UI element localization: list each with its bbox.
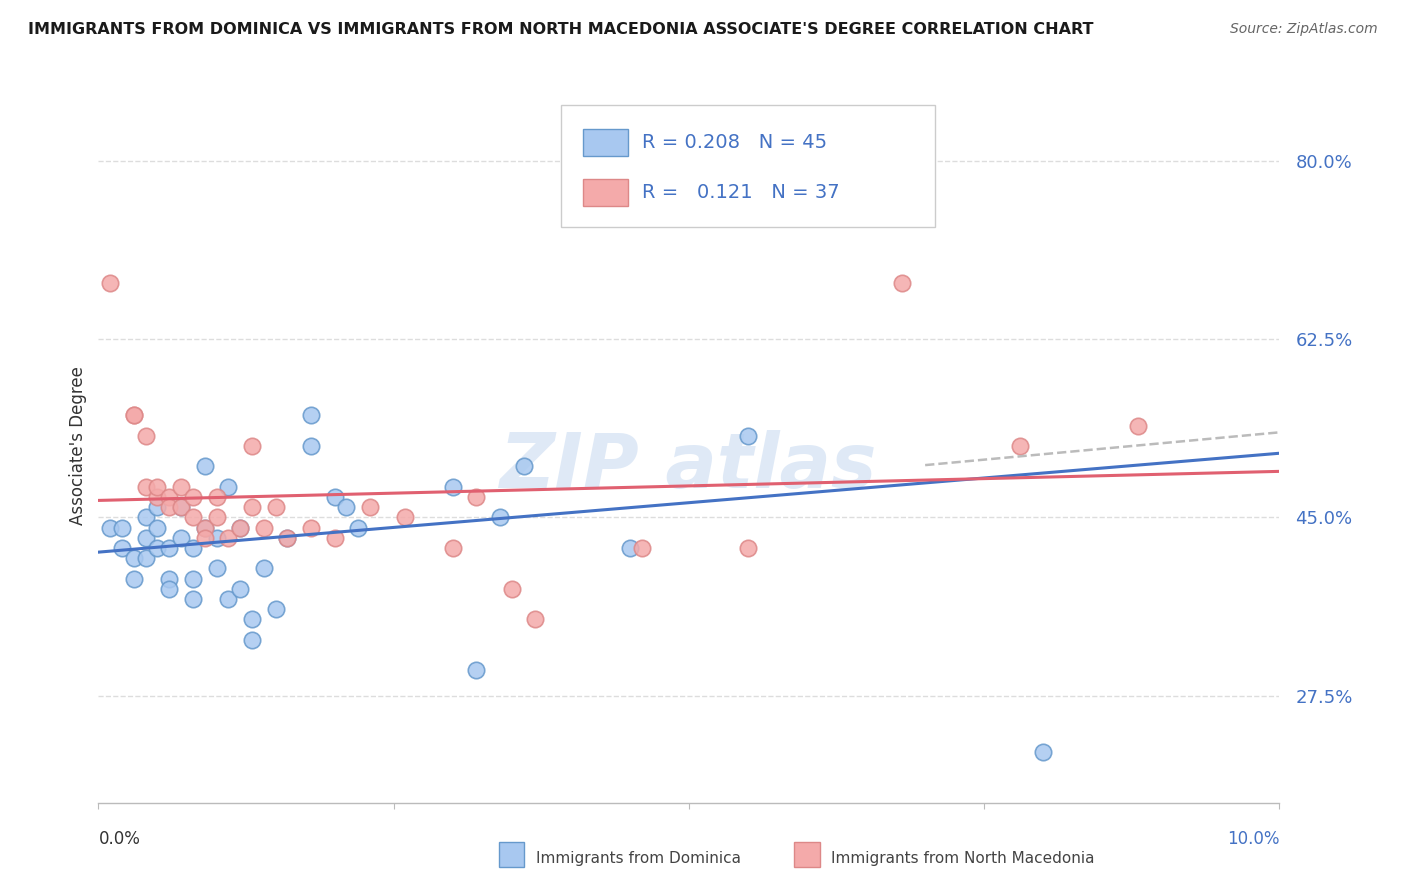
Point [98,276,121,290]
Point [181,490,204,504]
Point [501,582,523,596]
Text: R =   0.121   N = 37: R = 0.121 N = 37 [641,183,839,202]
Point [205,490,228,504]
Point [299,520,322,534]
Point [737,541,759,555]
Point [323,531,346,545]
Point [441,541,464,555]
Point [194,531,217,545]
FancyBboxPatch shape [582,129,627,156]
Point [229,520,252,534]
Text: Immigrants from Dominica: Immigrants from Dominica [536,851,741,865]
Point [217,480,239,494]
Point [205,531,228,545]
Point [122,409,145,423]
Point [1126,418,1149,433]
Point [135,531,157,545]
Point [146,520,169,534]
Point [135,429,157,443]
Point [194,459,217,474]
Point [146,500,169,515]
Point [170,480,193,494]
Point [181,572,204,586]
FancyBboxPatch shape [561,105,935,227]
Point [264,500,287,515]
Point [135,480,157,494]
Point [253,561,276,575]
Point [890,276,912,290]
Point [347,520,370,534]
Point [299,439,322,453]
Point [157,582,180,596]
Point [146,490,169,504]
Text: Immigrants from North Macedonia: Immigrants from North Macedonia [831,851,1094,865]
Point [619,541,641,555]
Point [253,520,276,534]
Point [276,531,298,545]
Point [181,541,204,555]
Point [98,520,121,534]
FancyBboxPatch shape [582,179,627,206]
Point [170,500,193,515]
Point [170,500,193,515]
Point [135,510,157,524]
Point [630,541,652,555]
Point [229,582,252,596]
Text: IMMIGRANTS FROM DOMINICA VS IMMIGRANTS FROM NORTH MACEDONIA ASSOCIATE'S DEGREE C: IMMIGRANTS FROM DOMINICA VS IMMIGRANTS F… [28,22,1094,37]
Point [194,520,217,534]
Point [217,591,239,606]
Point [512,459,534,474]
Text: Source: ZipAtlas.com: Source: ZipAtlas.com [1230,22,1378,37]
Point [111,520,134,534]
Point [879,153,901,168]
Text: R = 0.208   N = 45: R = 0.208 N = 45 [641,133,827,153]
Text: 0.0%: 0.0% [98,830,141,847]
Point [394,510,416,524]
Point [335,500,357,515]
Text: ZIP atlas: ZIP atlas [501,431,877,504]
Point [194,520,217,534]
Point [181,510,204,524]
Point [465,490,488,504]
Point [170,531,193,545]
Point [205,510,228,524]
Point [524,612,547,626]
Point [240,612,263,626]
Point [229,520,252,534]
Point [205,561,228,575]
Point [122,551,145,566]
Point [276,531,298,545]
Point [264,602,287,616]
Point [157,572,180,586]
Point [359,500,381,515]
Point [465,663,488,677]
Point [217,531,239,545]
Point [240,500,263,515]
Y-axis label: Associate's Degree: Associate's Degree [69,367,87,525]
Point [489,510,512,524]
Point [299,409,322,423]
Point [146,541,169,555]
Point [240,632,263,647]
Point [1008,439,1031,453]
Point [157,490,180,504]
Text: 10.0%: 10.0% [1227,830,1279,847]
Point [181,591,204,606]
Point [157,541,180,555]
Point [737,429,759,443]
Point [1032,745,1054,759]
Point [111,541,134,555]
Point [122,572,145,586]
Point [122,409,145,423]
Point [146,480,169,494]
Point [135,551,157,566]
Point [441,480,464,494]
Point [323,490,346,504]
Point [240,439,263,453]
Point [157,500,180,515]
